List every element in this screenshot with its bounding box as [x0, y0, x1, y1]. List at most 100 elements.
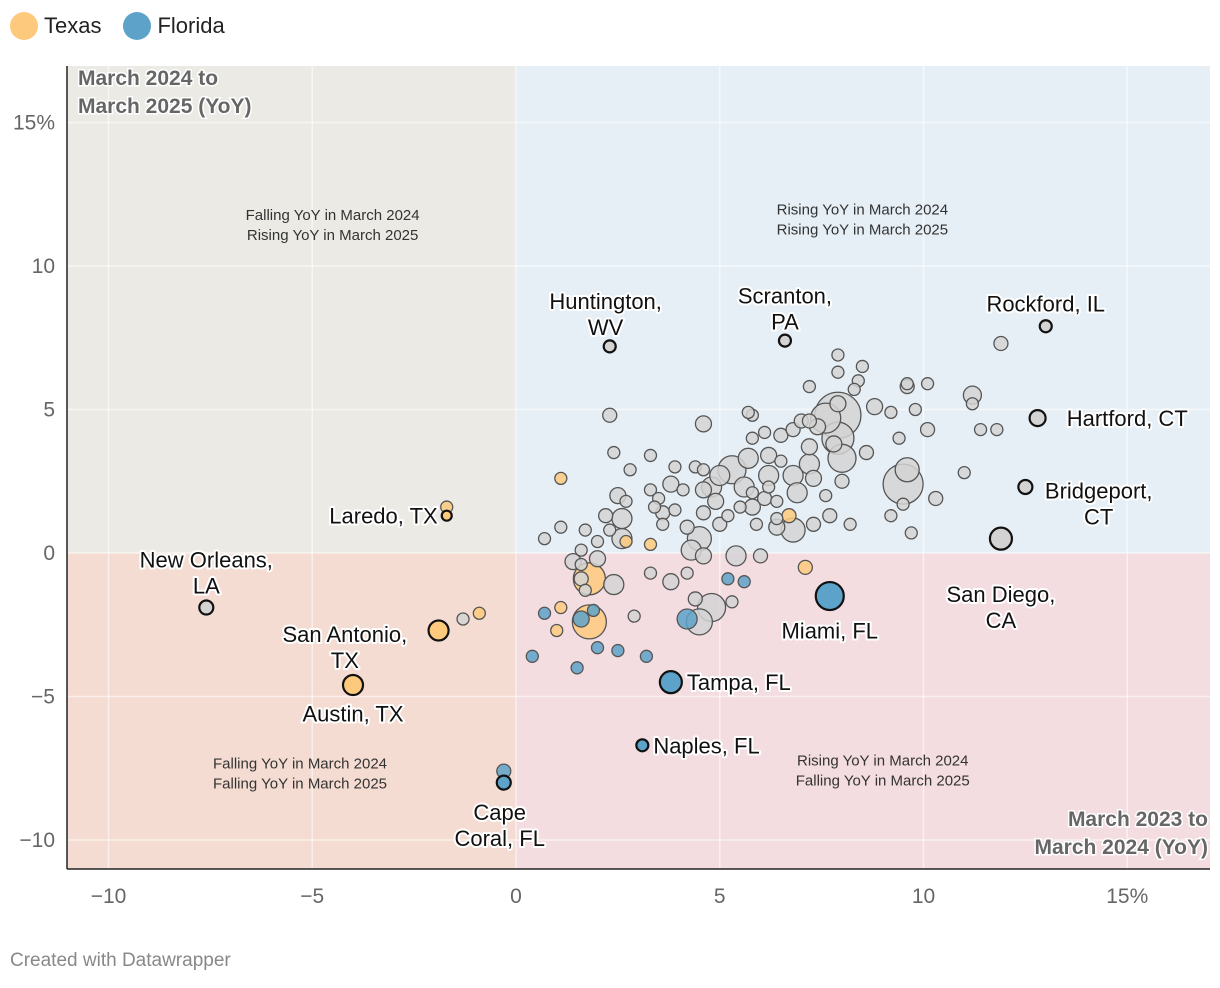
point-other [770, 494, 784, 508]
point-other [829, 395, 847, 413]
point-other [680, 566, 694, 580]
legend: Texas Florida [10, 12, 225, 40]
point-new-orleans-la [198, 599, 215, 616]
y-axis-title-line-1: March 2024 to [78, 67, 218, 90]
point-florida [611, 643, 625, 658]
point-other [757, 425, 772, 440]
point-other [920, 377, 935, 391]
point-other [623, 463, 637, 477]
point-other [590, 534, 605, 549]
point-austin-tx [341, 673, 365, 697]
quadrant-label-top-right: Rising YoY in March 2024 [777, 201, 949, 218]
quadrant-label-bottom-right: Falling YoY in March 2025 [796, 772, 970, 789]
scatter-chart: −10 −5 0 5 10 15% 15% 10 5 0 −5 −10 March 2024 to Mar… [13, 66, 1210, 908]
point-other [904, 526, 918, 540]
point-other [737, 447, 759, 469]
point-other [752, 548, 769, 564]
point-label-bridgeport-ct-line-2: CT [1084, 504, 1113, 529]
point-other [749, 517, 764, 531]
point-texas [554, 600, 568, 615]
point-label-san-diego-ca-line-2: CA [986, 608, 1017, 633]
point-florida [525, 649, 539, 663]
point-label-austin-tx: Austin, TX [302, 702, 403, 727]
point-other [884, 405, 898, 420]
point-other [578, 583, 592, 597]
quadrant-label-bottom-right: Rising YoY in March 2024 [797, 752, 969, 769]
point-naples-fl [635, 738, 650, 753]
point-huntington-wv [602, 339, 617, 354]
legend-item-texas[interactable]: Texas [10, 12, 101, 40]
quadrant-bottom-left [67, 553, 516, 869]
point-other [900, 377, 914, 391]
legend-item-florida[interactable]: Florida [123, 12, 225, 40]
point-other [694, 547, 713, 565]
point-other [804, 469, 823, 488]
point-other [831, 365, 845, 379]
point-florida [537, 606, 552, 620]
point-other [843, 517, 857, 531]
point-other [733, 500, 747, 514]
point-other [668, 460, 682, 474]
point-label-san-antonio-tx-line-2: TX [331, 648, 359, 673]
point-texas [643, 537, 658, 552]
point-other [676, 483, 690, 497]
point-texas [472, 606, 486, 620]
point-other [896, 497, 910, 511]
point-other [668, 503, 682, 517]
point-hartford-ct [1028, 409, 1047, 428]
point-bridgeport-ct [1017, 478, 1034, 496]
point-label-scranton-pa-line-2: PA [771, 309, 799, 334]
point-florida [676, 608, 698, 630]
point-scranton-pa [777, 333, 793, 348]
point-other [456, 612, 470, 626]
point-other [694, 481, 713, 499]
point-other [800, 438, 819, 456]
point-label-huntington-wv-line-1: Huntington, [549, 289, 662, 314]
point-florida [590, 641, 605, 655]
point-other [786, 482, 808, 504]
point-other [894, 457, 920, 483]
y-tick-label: 0 [43, 542, 55, 565]
credit-text[interactable]: Created with Datawrapper [10, 950, 231, 971]
point-other [588, 550, 607, 568]
y-axis-title-line-2: March 2025 (YoY) [78, 95, 252, 118]
quadrant-label-bottom-left: Falling YoY in March 2025 [213, 775, 387, 792]
point-other [825, 435, 843, 453]
x-tick-label: −5 [300, 885, 324, 908]
point-florida [586, 603, 601, 618]
point-san-diego-ca [988, 526, 1014, 551]
point-other [965, 397, 980, 411]
quadrant-label-top-left: Falling YoY in March 2024 [246, 207, 420, 224]
point-other [574, 543, 588, 557]
point-other [602, 407, 618, 423]
x-tick-label: 10 [912, 885, 935, 908]
point-san-antonio-tx [427, 619, 450, 642]
point-florida [737, 575, 751, 589]
point-tampa-fl [658, 670, 683, 695]
point-other [865, 397, 884, 416]
point-other [847, 382, 861, 397]
point-other [643, 566, 658, 580]
point-other [745, 431, 759, 445]
point-other [607, 445, 621, 460]
point-other [908, 402, 922, 417]
point-other [773, 427, 789, 443]
point-laredo-tx [440, 509, 453, 522]
point-texas [619, 534, 633, 549]
legend-label-florida: Florida [157, 13, 225, 38]
point-texas [797, 559, 813, 575]
x-axis-title-line-2: March 2024 (YoY) [1034, 836, 1208, 859]
point-other [725, 595, 739, 609]
point-other [741, 405, 755, 420]
y-tick-label: −5 [31, 686, 55, 709]
point-label-cape-coral-fl-line-1: Cape [473, 800, 526, 825]
point-other [627, 609, 641, 623]
point-other [973, 422, 988, 437]
point-other [709, 464, 731, 487]
legend-label-texas: Texas [44, 13, 102, 38]
quadrant-top-left [67, 66, 516, 553]
point-label-san-antonio-tx-line-1: San Antonio, [282, 622, 407, 647]
florida-swatch-icon [123, 12, 152, 40]
point-label-new-orleans-la-line-1: New Orleans, [140, 547, 273, 572]
point-other [578, 523, 592, 537]
